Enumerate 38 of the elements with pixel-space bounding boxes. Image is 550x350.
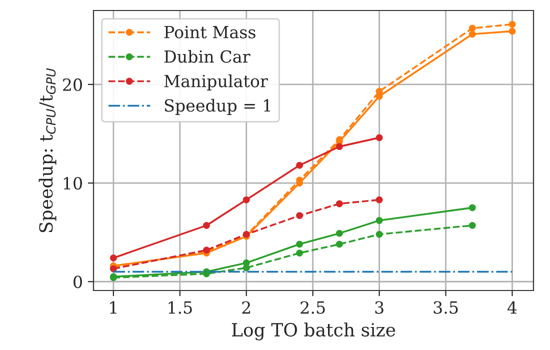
- point: [203, 222, 210, 229]
- y-tick-label: 10: [64, 176, 82, 190]
- point: [376, 217, 383, 224]
- point: [336, 200, 343, 208]
- point: [376, 230, 383, 238]
- point: [336, 240, 343, 248]
- y-axis-title: Speedup: t$_{CPU}$/t$_{GPU}$: [38, 68, 56, 232]
- x-tick-label: 1.5: [168, 301, 192, 314]
- legend-label: Manipulator: [164, 74, 268, 91]
- legend-label: Dubin Car: [164, 50, 250, 63]
- legend-label: Speedup = 1: [164, 98, 270, 116]
- point: [296, 240, 304, 248]
- point: [376, 196, 383, 204]
- point: [336, 230, 343, 237]
- point: [508, 28, 516, 35]
- point: [242, 259, 250, 266]
- point: [296, 162, 304, 169]
- point: [468, 204, 476, 212]
- y-tick-label: 0: [74, 276, 82, 288]
- point: [296, 212, 304, 220]
- point: [468, 30, 476, 38]
- legend-label: Point Mass: [164, 26, 256, 38]
- x-tick-label: 1: [110, 301, 116, 314]
- point: [296, 250, 304, 257]
- point: [468, 222, 476, 229]
- point: [336, 143, 343, 150]
- x-tick-label: 2.5: [300, 301, 325, 314]
- x-tick-label: 2: [242, 301, 250, 314]
- x-tick-label: 3.5: [434, 301, 458, 314]
- point: [468, 24, 476, 32]
- point: [376, 134, 383, 142]
- point: [110, 254, 117, 262]
- x-axis-title: Log TO batch size: [232, 322, 396, 340]
- x-tick-label: 4: [507, 301, 517, 314]
- point: [508, 20, 516, 28]
- point: [242, 196, 250, 204]
- y-tick-label: 20: [63, 78, 82, 92]
- x-tick-label: 3: [375, 301, 384, 314]
